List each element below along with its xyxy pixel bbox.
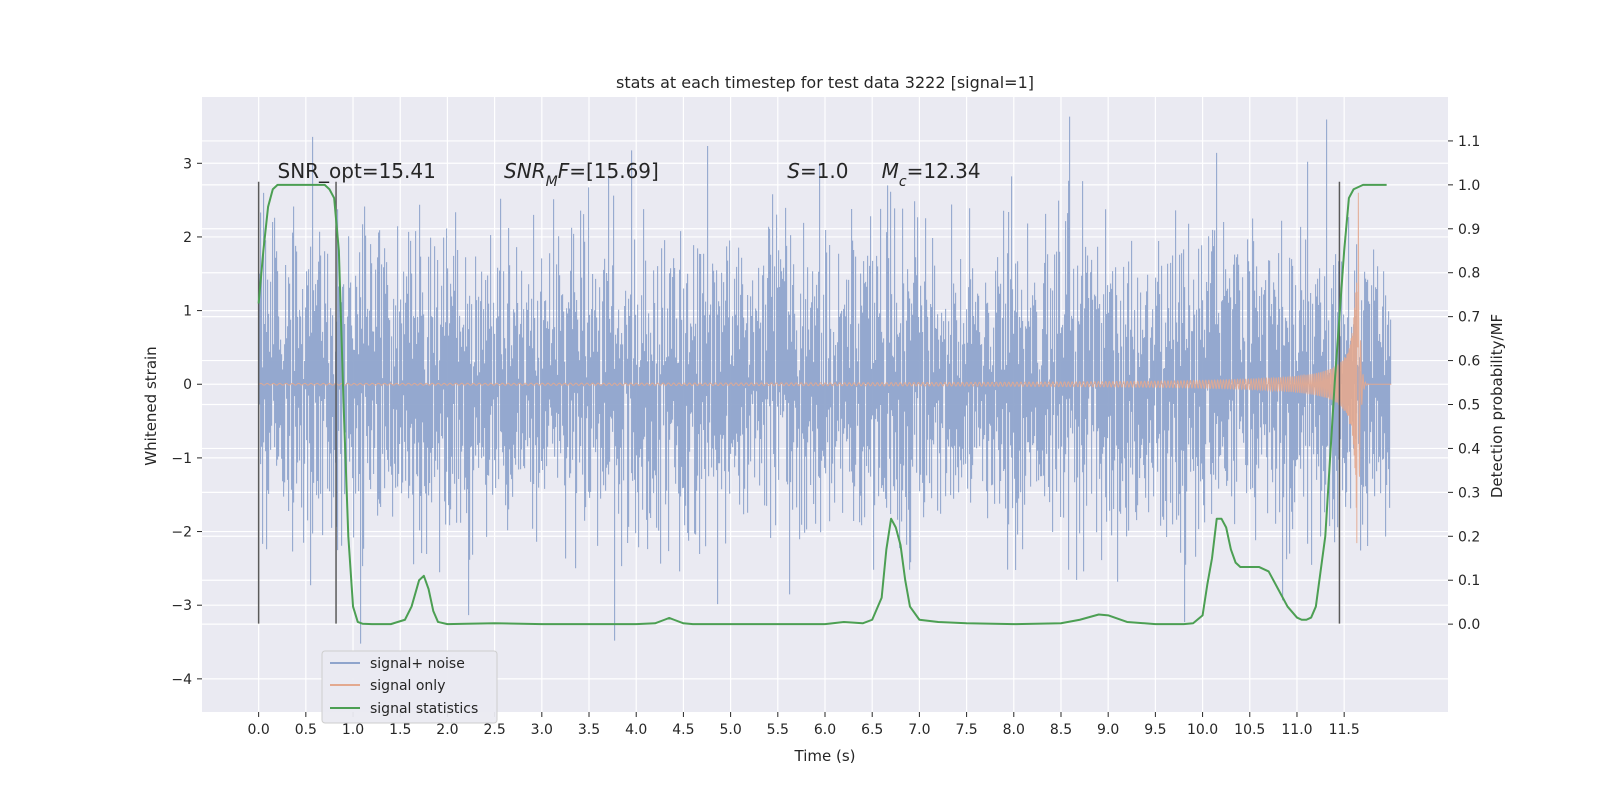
annotation-part: =[15.69] [569, 159, 659, 183]
y-right-tick-label: 0.1 [1458, 573, 1480, 589]
y-right-tick-label: 0.4 [1458, 441, 1480, 457]
x-tick-label: 6.5 [861, 722, 883, 738]
y-tick-label: −2 [171, 525, 192, 541]
x-tick-label: 7.5 [955, 722, 977, 738]
annotation-text: Mc=12.34 [882, 159, 981, 190]
y-tick-label: −3 [171, 598, 192, 614]
x-tick-label: 2.5 [483, 722, 505, 738]
x-tick-label: 8.0 [1003, 722, 1025, 738]
y-right-tick-label: 0.9 [1458, 222, 1480, 238]
y-right-tick-label: 0.5 [1458, 398, 1480, 414]
y-right-tick-label: 0.8 [1458, 266, 1480, 282]
y-right-tick-label: 0.2 [1458, 529, 1480, 545]
y-axis-label: Whitened strain [142, 346, 160, 465]
legend-label-signal-statistics: signal statistics [370, 701, 478, 717]
annotation-text: SNRMF=[15.69] [504, 159, 659, 190]
vertical-lines [257, 181, 1387, 626]
annotation-part: SNR [504, 159, 546, 183]
x-tick-label: 0.5 [295, 722, 317, 738]
x-tick-label: 1.0 [342, 722, 364, 738]
y-right-axis-label: Detection probability/MF [1488, 314, 1506, 498]
x-tick-label: 10.0 [1187, 722, 1218, 738]
legend-label-signal-noise: signal+ noise [370, 656, 465, 672]
x-axis-label: Time (s) [794, 747, 856, 765]
annotation-part: S [787, 159, 800, 183]
x-tick-label: 0.0 [248, 722, 270, 738]
y-right-tick-label: 0.0 [1458, 617, 1480, 633]
y-right-tick-label: 0.6 [1458, 354, 1480, 370]
annotation-part: F [558, 159, 570, 183]
annotation-part: SNR_opt=15.41 [278, 159, 436, 183]
x-tick-label: 9.0 [1097, 722, 1119, 738]
y-tick-label: 0 [183, 377, 192, 393]
x-tick-label: 10.5 [1234, 722, 1265, 738]
legend-label-signal-only: signal only [370, 678, 445, 694]
y-right-tick-label: 1.0 [1458, 178, 1480, 194]
x-tick-label: 8.5 [1050, 722, 1072, 738]
y-tick-label: 3 [183, 156, 192, 172]
chart-title: stats at each timestep for test data 322… [616, 73, 1034, 92]
annotation-part: M [882, 159, 899, 183]
annotation-text: S=1.0 [787, 159, 848, 183]
annotation-part: =1.0 [800, 159, 849, 183]
y-tick-label: 1 [183, 304, 192, 320]
y-tick-label: −4 [171, 672, 192, 688]
legend: signal+ noise signal only signal statist… [321, 650, 498, 724]
x-tick-label: 7.0 [908, 722, 930, 738]
legend-box [321, 650, 498, 724]
x-tick-label: 2.0 [436, 722, 458, 738]
annotations: SNR_opt=15.41 SNRMF=[15.69] S=1.0 Mc=12.34 [278, 159, 981, 190]
y-right-tick-label: 0.3 [1458, 485, 1480, 501]
y-right-tick-label: 1.1 [1458, 134, 1480, 150]
annotation-part: c [899, 174, 907, 190]
x-tick-label: 3.5 [578, 722, 600, 738]
x-tick-label: 11.5 [1329, 722, 1360, 738]
annotation-text: SNR_opt=15.41 [278, 159, 436, 183]
annotation-part: =12.34 [907, 159, 981, 183]
x-tick-label: 1.5 [389, 722, 411, 738]
x-tick-label: 9.5 [1144, 722, 1166, 738]
x-tick-label: 11.0 [1281, 722, 1312, 738]
x-tick-label: 3.0 [531, 722, 553, 738]
x-tick-label: 5.5 [767, 722, 789, 738]
series-signal-statistics [257, 183, 1387, 626]
y-right-tick-label: 0.7 [1458, 310, 1480, 326]
x-tick-label: 4.0 [625, 722, 647, 738]
series-signal-only [258, 192, 1392, 544]
annotation-part: M [546, 174, 558, 190]
x-tick-label: 5.0 [719, 722, 741, 738]
y-tick-label: 2 [183, 230, 192, 246]
y-tick-label: −1 [171, 451, 192, 467]
x-tick-label: 4.5 [672, 722, 694, 738]
ticks: 0.0 0.5 1.0 1.5 2.0 2.5 3.0 3.5 4.0 4.5 5.0 5.5 6.0 6… [171, 134, 1480, 738]
x-tick-label: 6.0 [814, 722, 836, 738]
